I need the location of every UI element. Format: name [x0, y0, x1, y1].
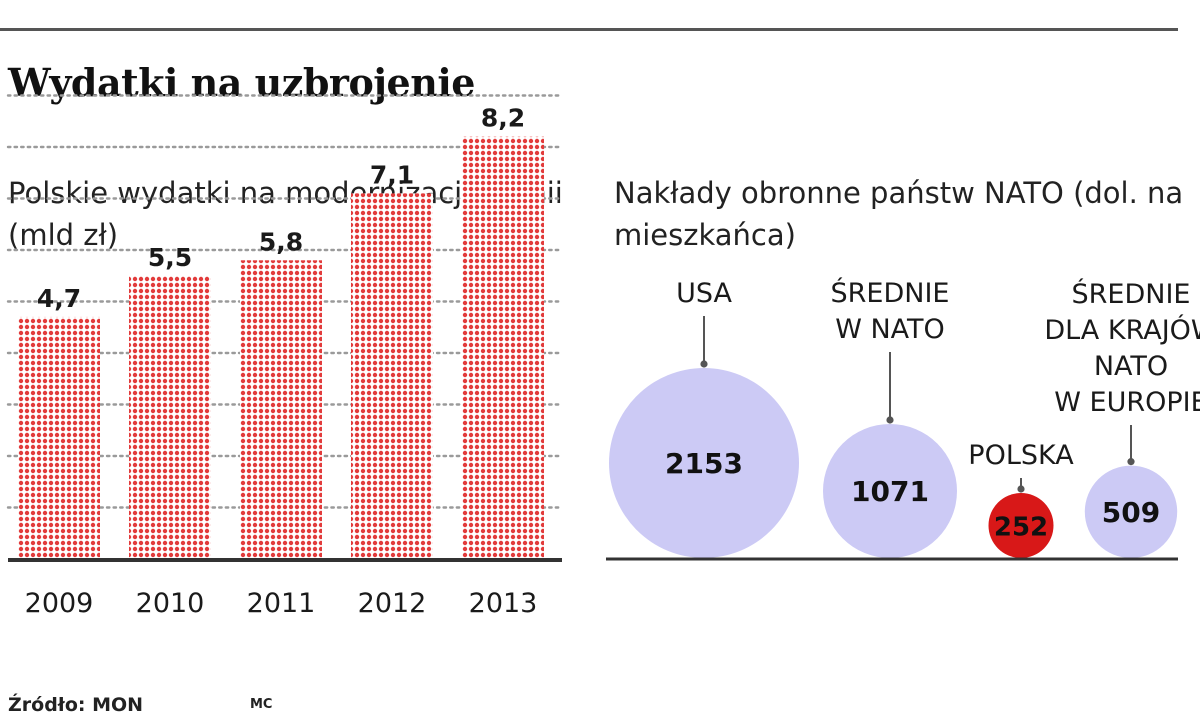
top-rule — [0, 28, 1178, 31]
bar — [240, 260, 322, 559]
leader-line-end — [1127, 458, 1135, 466]
x-tick-label: 2011 — [247, 588, 316, 619]
leader-line-end — [886, 416, 894, 424]
bar-value-label: 5,8 — [259, 227, 303, 256]
bar-value-label: 5,5 — [148, 243, 192, 272]
bar-value-label: 8,2 — [481, 104, 525, 133]
bubble-chart-title: Nakłady obronne państw NATO (dol. na mie… — [614, 176, 1184, 252]
bubble-category-label: ŚREDNIE — [1072, 278, 1191, 310]
bubble-category-label: ŚREDNIE — [831, 277, 950, 309]
bubble-category-label: W EUROPIE — [1054, 387, 1200, 418]
bubble — [822, 423, 958, 558]
bubble-category-label: W NATO — [835, 314, 945, 345]
bubble-category-label: POLSKA — [968, 440, 1074, 471]
author-initials: MC — [250, 697, 273, 712]
bubble-value-label: 1071 — [851, 475, 929, 508]
x-tick-label: 2010 — [136, 588, 205, 619]
bar — [129, 275, 211, 559]
x-tick-label: 2009 — [25, 588, 94, 619]
bar-value-label: 7,1 — [370, 160, 414, 189]
bar-value-label: 4,7 — [37, 284, 81, 313]
x-tick-label: 2013 — [469, 588, 538, 619]
bar — [462, 136, 544, 559]
source-note: Źródło: MON — [8, 694, 144, 716]
leader-line-end — [700, 360, 708, 368]
bar — [18, 316, 100, 559]
bubble-category-label: DLA KRAJÓW — [1044, 314, 1200, 346]
bar — [351, 193, 433, 559]
bubble-value-label: 2153 — [665, 447, 743, 480]
bubble-category-label: USA — [676, 278, 732, 309]
x-tick-label: 2012 — [358, 588, 427, 619]
infographic-title: Wydatki na uzbrojenie — [8, 60, 475, 105]
bubble — [1084, 465, 1178, 558]
bubble — [609, 368, 799, 558]
leader-line-end — [1017, 485, 1025, 493]
bubble-chart: 2153 USA 1071 ŚREDNIE W NATO 252 POLSKA 509 ŚRED… — [606, 277, 1200, 561]
bubble-value-label: 252 — [994, 512, 1048, 542]
bubble-category-label: NATO — [1094, 351, 1168, 382]
bubble-value-label: 509 — [1102, 496, 1160, 529]
bar-chart: 4,7 2009 5,5 2010 5,8 2011 7,1 2012 8,2 2013 — [6, 94, 564, 619]
bubble-highlight — [988, 492, 1054, 558]
